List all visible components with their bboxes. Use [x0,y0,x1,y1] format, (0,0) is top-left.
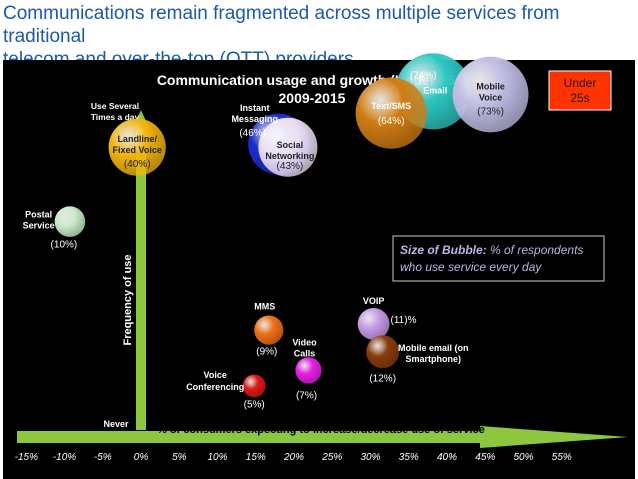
y-bottom-label: Never [103,419,129,429]
x-tick-label: 35% [399,452,419,463]
bubble-label-video-calls: Video [292,337,317,347]
bubble-label-email: Email [423,85,447,95]
bubble-label-mms: MMS [254,302,275,312]
y-top-label-line-1: Use Several [91,101,139,111]
bubble-label-mobile-email-on-smartphone: Mobile email (on [398,343,469,353]
legend-line-1: Size of Bubble: % of respondents [400,243,583,257]
bubble-label-voip: VOIP [363,296,385,306]
y-axis-title: Frequency of use [122,254,134,345]
x-axis-arrow [17,426,628,448]
bubble-label-postal-service: Service [23,221,55,231]
bubble-voice-conferencing [242,374,266,398]
bubble-label-instant-messaging: Instant [240,103,270,113]
badge-box [548,70,612,111]
bubble-text-sms [355,77,427,149]
x-tick-label: -10% [53,452,76,463]
x-tick-labels: -15% -10% -5% 0% 5% 10% 15% 20% 25% 30% 35% 40% 45% 5… [15,452,572,463]
y-top-label-line-2: Times a day [91,112,140,122]
x-tick-label: 20% [283,452,304,463]
x-tick-label: 55% [552,452,572,463]
bubble-pct-instant-messaging: (46%) [239,128,266,139]
bubble-pct-text-sms: (64%) [378,116,405,127]
x-tick-label: 40% [437,452,457,463]
bubble-mobile-email-on-smartphone [366,335,400,369]
bubble-label-video-calls: Calls [294,348,316,358]
bubble-label-voice-conferencing: Voice [204,370,227,380]
bubble-label-social-networking: Networking [265,151,314,161]
legend-text-2: who use service every day [400,260,542,274]
x-tick-label: 45% [475,452,495,463]
chart-title-line-2: 2009-2015 [279,90,346,106]
x-tick-label: 15% [246,452,266,463]
bubble-label-instant-messaging: Messaging [231,114,278,124]
bubble-label-mobile-voice: Voice [479,93,502,103]
bubble-pct-postal-service: (10%) [51,240,78,251]
x-tick-label: 50% [513,452,533,463]
bubble-video-calls [295,357,322,384]
x-tick-label: 25% [321,452,342,463]
x-axis-title: % of consumers expecting to increase/dec… [157,424,485,436]
bubble-pct-video-calls: (7%) [296,391,317,402]
bubble-pct-landline-fixed-voice: (40%) [124,159,151,170]
bubble-social-networking [258,117,318,177]
x-tick-label: 0% [134,452,149,463]
x-tick-label: 5% [172,452,187,463]
bubble-pct-social-networking: (43%) [277,161,304,172]
bubble-pct-mms: (9%) [256,347,277,358]
bubble-mms [254,315,284,345]
bubble-voip [357,308,390,340]
bubble-pct-mobile-email-on-smartphone: (12%) [369,373,396,384]
bubble-label-mobile-email-on-smartphone: Smartphone) [406,354,462,364]
bubble-label-postal-service: Postal [25,210,52,220]
bubble-label-landline-fixed-voice: Landline/ [117,134,157,144]
bubble-label-social-networking: Social [277,140,304,150]
bubbles [54,53,529,398]
bubble-pct-mobile-voice: (73%) [477,107,504,118]
badge-line-2: 25s [570,91,589,105]
legend-box [392,235,605,282]
bubble-pct-voip: (11)% [391,315,417,326]
badge-line-1: Under [564,76,597,90]
x-tick-label: 10% [207,452,227,463]
bubble-landline-fixed-voice [108,118,166,176]
y-axis-arrow [133,110,149,430]
bubble-label-mobile-voice: Mobile [476,82,505,92]
bubble-label-text-sms: Text/SMS [371,101,411,111]
bubble-mobile-voice [452,56,529,133]
x-tick-label: -5% [94,452,112,463]
bubble-pct-email: (74%) [410,70,437,81]
bubble-postal-service [54,206,86,237]
x-tick-label: -15% [15,452,38,463]
legend-bold: Size of Bubble: [400,243,487,257]
legend-text-1: % of respondents [487,243,584,257]
bubble-pct-voice-conferencing: (5%) [244,399,265,410]
x-tick-label: 30% [360,452,380,463]
bubble-label-voice-conferencing: Conferencing [186,382,244,392]
slide-title-line-1: Communications remain fragmented across … [3,3,560,47]
bubble-label-landline-fixed-voice: Fixed Voice [113,145,162,155]
